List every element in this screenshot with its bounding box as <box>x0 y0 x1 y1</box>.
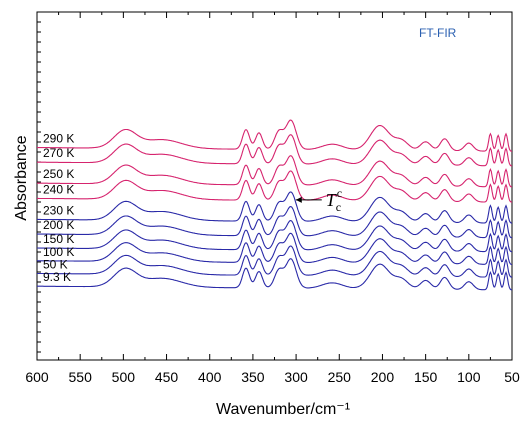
series-line-290K <box>37 119 513 152</box>
x-axis-title: Wavenumber/cm⁻¹ <box>216 401 350 418</box>
series-label: 250 K <box>43 167 74 181</box>
x-tick-label: 250 <box>328 369 352 385</box>
x-tick-label: 550 <box>69 369 93 385</box>
x-tick-label: 150 <box>414 369 438 385</box>
tc-annotation-main: T <box>326 190 338 210</box>
x-tick-label: 300 <box>284 369 308 385</box>
tc-annotation: Tc <box>326 190 341 214</box>
x-tick-label: 450 <box>155 369 179 385</box>
tc-annotation-sub: c <box>336 200 341 214</box>
series-line-250K <box>37 155 513 188</box>
series-line-50K <box>37 245 513 278</box>
x-tick-label: 600 <box>25 369 49 385</box>
series-label: 100 K <box>43 245 74 259</box>
tc-annotation-sup: c <box>337 186 342 200</box>
series-line-100K <box>37 232 513 266</box>
x-tick-label: 100 <box>457 369 481 385</box>
x-tick-label: 500 <box>112 369 136 385</box>
plot-frame <box>36 11 513 361</box>
series-layer <box>36 119 513 291</box>
series-label: 230 K <box>43 203 74 217</box>
ftfir-label: FT-FIR <box>419 26 457 40</box>
series-line-240K <box>37 170 513 203</box>
series-label: 50 K <box>43 258 68 272</box>
series-label: 270 K <box>43 146 74 160</box>
y-axis-title: Absorbance <box>13 135 30 220</box>
series-line-270K <box>37 134 513 167</box>
series-line-93K <box>37 258 513 291</box>
series-label: 290 K <box>43 132 74 146</box>
series-label: 200 K <box>43 218 74 232</box>
series-label: 150 K <box>43 232 74 246</box>
x-tick-label: 400 <box>198 369 222 385</box>
x-tick-label: 350 <box>241 369 265 385</box>
x-tick-label: 50 <box>504 369 520 385</box>
series-line-150K <box>37 220 513 253</box>
x-tick-label: 200 <box>371 369 395 385</box>
series-label: 9.3 K <box>43 270 71 284</box>
series-line-200K <box>36 206 513 239</box>
tc-arrow-head <box>295 196 302 203</box>
axes-layer: 600 550 500 450 400 350 300 250 200 150 100 50 <box>25 11 520 385</box>
series-label: 240 K <box>43 182 74 196</box>
series-line-230K <box>37 191 513 224</box>
